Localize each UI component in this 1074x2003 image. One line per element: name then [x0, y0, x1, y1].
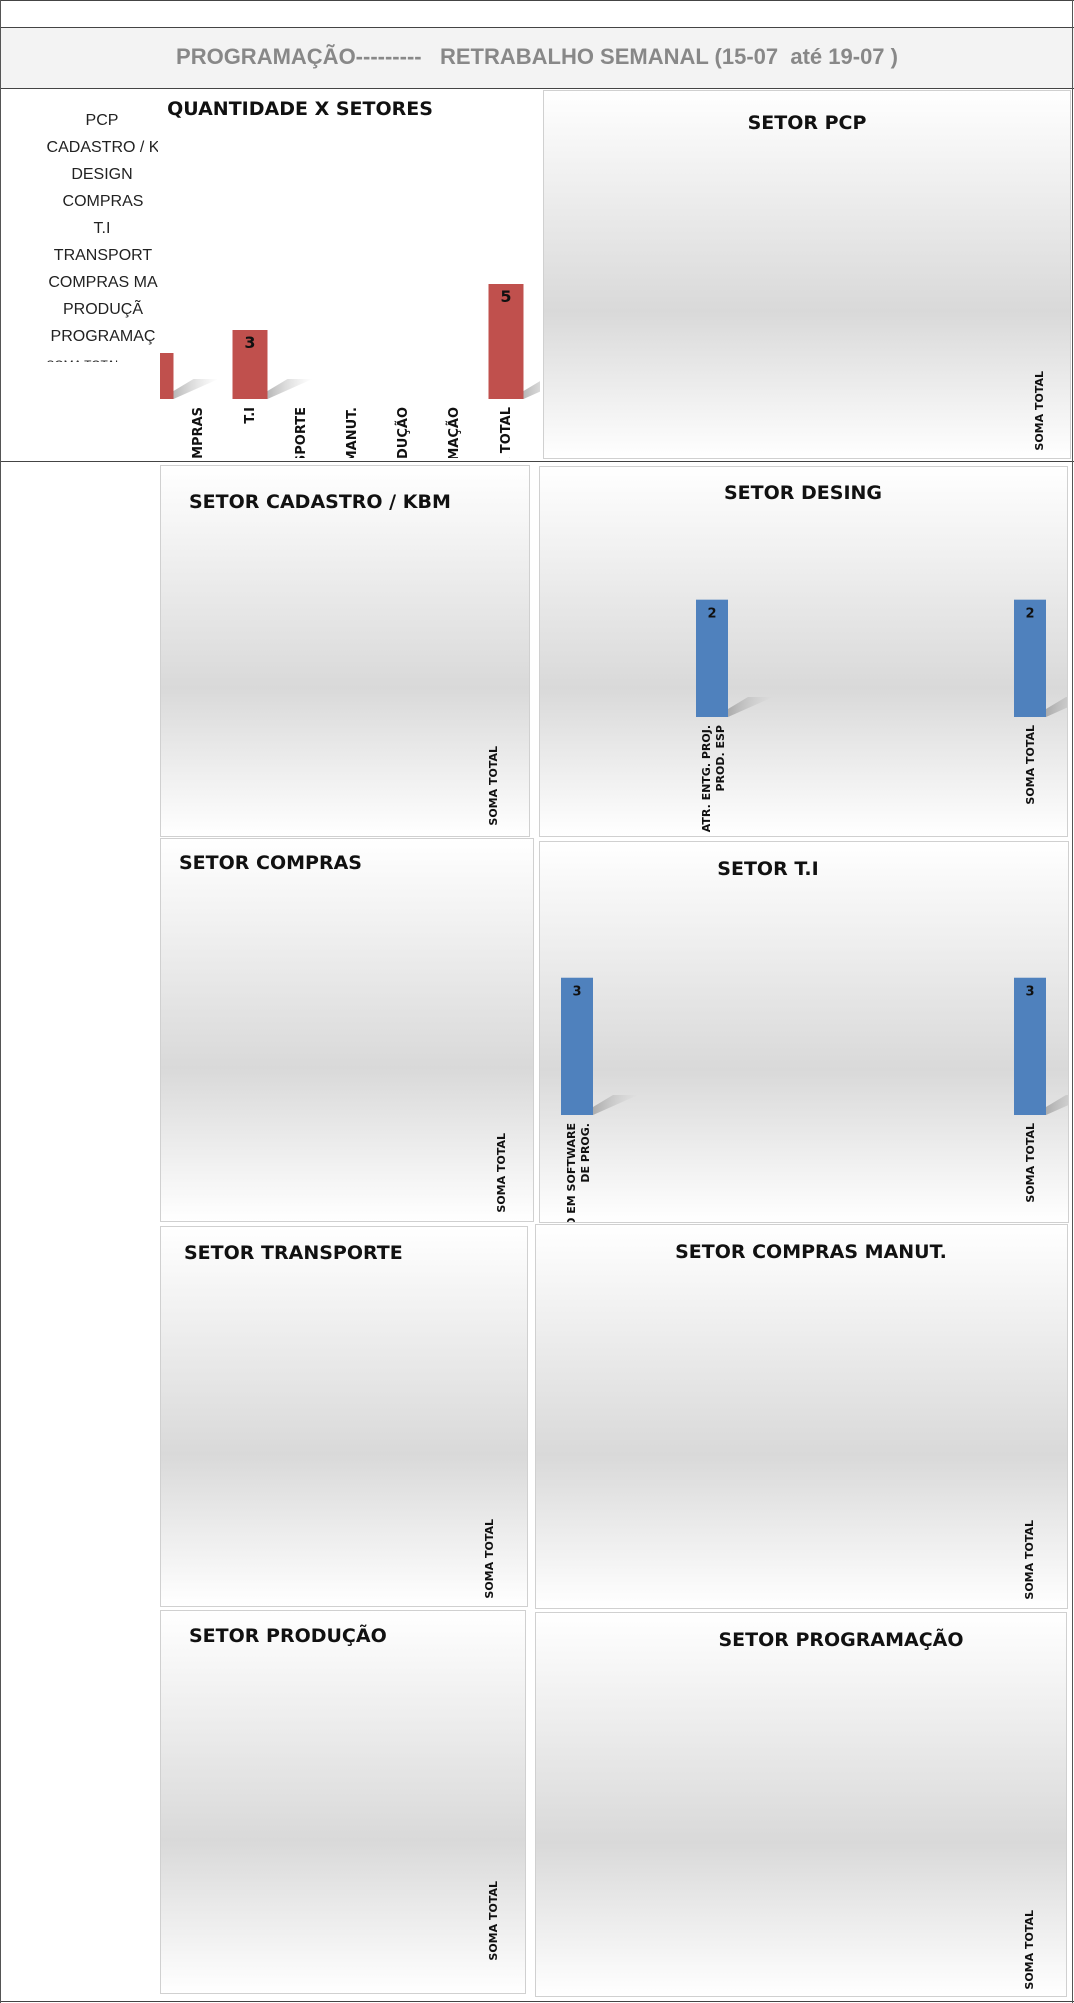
chart-setor-programacao: SETOR PROGRAMAÇÃO SOMA TOTAL [535, 1612, 1067, 1997]
chart-title: SETOR PROGRAMAÇÃO [718, 1627, 963, 1651]
category-label: SOMA TOTAL [1023, 1910, 1036, 1990]
chart-title: SETOR COMPRAS MANUT. [675, 1241, 947, 1263]
chart-setor-producao: SETOR PRODUÇÃO SOMA TOTAL [160, 1610, 526, 1994]
data-label: 2 [1025, 607, 1034, 622]
section-divider [0, 461, 1074, 462]
chart-title: QUANTIDADE X SETORES [167, 98, 433, 120]
category-label: SOMA TOTAL [1024, 1123, 1037, 1203]
top-border [0, 0, 1074, 1]
bar-corre-o-em-software-de-prog- [561, 977, 593, 1115]
chart-background [536, 1613, 1066, 1996]
chart-background [540, 842, 1068, 1222]
chart-svg: QUANTIDADE X SETORES COMPRAS 3 T.I TRANSPORT… [160, 90, 540, 458]
bar-t-i [232, 330, 268, 399]
chart-svg: SETOR PRODUÇÃO SOMA TOTAL [161, 1611, 525, 1993]
category-label: SOMA TOTAL [1023, 1520, 1036, 1600]
chart-background [160, 90, 540, 458]
sector-list-item: PRODUÇÃ [62, 301, 143, 318]
sector-list-item: PROGRAMAÇ [50, 328, 156, 345]
sector-list-item: SOMA TOTAL [0, 358, 158, 362]
chart-svg: SETOR PROGRAMAÇÃO SOMA TOTAL [536, 1613, 1066, 1996]
data-label: 3 [1025, 985, 1034, 1000]
bar-soma-total [1014, 599, 1046, 717]
category-label: TRANSPORTE [294, 407, 309, 458]
chart-background [540, 467, 1067, 836]
chart-setor-transporte: SETOR TRANSPORTE SOMA TOTAL [160, 1226, 528, 1607]
chart-svg: SETOR CADASTRO / KBM SOMA TOTAL [161, 466, 529, 836]
category-label: PROGRAMAÇÃO [446, 407, 462, 458]
category-label: SOMA TOTAL [1033, 371, 1046, 451]
bar-shadow [173, 379, 219, 399]
sector-list-item: TRANSPORT [53, 247, 153, 264]
bar-soma-total [1014, 977, 1046, 1115]
chart-background [544, 91, 1070, 458]
chart-svg: SETOR DESING 2 ATR. ENTG. PROJ.PROD. ESP 2 S… [540, 467, 1067, 836]
chart-quantidade-setores: QUANTIDADE X SETORES COMPRAS 3 T.I TRANSPORT… [160, 90, 540, 458]
category-label: SOMA TOTAL [487, 746, 500, 826]
chart-title: SETOR COMPRAS [179, 852, 362, 874]
chart-setor-compras: SETOR COMPRAS SOMA TOTAL [160, 838, 534, 1222]
chart-background [161, 839, 533, 1221]
category-label: SOMA TOTAL [1024, 725, 1037, 805]
chart-background [161, 1611, 525, 1993]
bar-soma-total [488, 284, 524, 399]
data-label: 5 [500, 287, 511, 306]
data-label: 2 [707, 607, 716, 622]
chart-svg: SETOR PCP SOMA TOTAL [544, 91, 1070, 458]
chart-title: SETOR TRANSPORTE [184, 1242, 403, 1264]
bar-shadow [728, 697, 773, 717]
chart-background [536, 1225, 1067, 1608]
category-label: SOMA TOTAL [499, 407, 514, 458]
chart-background [161, 1227, 527, 1606]
bar-atr-entg-proj-prod-esp [696, 599, 728, 717]
category-label: T.I [243, 407, 258, 424]
bar-shadow [523, 381, 540, 399]
category-label: SOMA TOTAL [483, 1519, 496, 1599]
chart-setor-cadastro: SETOR CADASTRO / KBM SOMA TOTAL [160, 465, 530, 837]
sector-list-item: CADASTRO / K [46, 139, 158, 156]
chart-title: SETOR PCP [748, 112, 867, 134]
category-label: ATR. ENTG. PROJ.PROD. ESP [700, 725, 727, 832]
chart-title: SETOR T.I [717, 858, 818, 880]
page-title: PROGRAMAÇÃO--------- RETRABALHO SEMANAL … [176, 44, 898, 69]
chart-svg: SETOR COMPRAS MANUT. SOMA TOTAL [536, 1225, 1067, 1608]
sector-list: PCP CADASTRO / K DESIGN COMPRAS T.I TRANSPORT… [0, 112, 158, 362]
bottom-border [0, 2001, 1074, 2002]
sector-list-item: T.I [93, 220, 111, 237]
chart-background [161, 466, 529, 836]
category-label: SOMA TOTAL [495, 1133, 508, 1213]
chart-title: SETOR PRODUÇÃO [189, 1623, 387, 1647]
chart-svg: SETOR COMPRAS SOMA TOTAL [161, 839, 533, 1221]
header-bar [0, 27, 1074, 89]
chart-svg: SETOR T.I 3 CORREÇÃO EM SOFTWAREDE PROG. 3 S… [540, 842, 1068, 1222]
category-label: COMPRAS [191, 407, 206, 458]
chart-svg: SETOR TRANSPORTE SOMA TOTAL [161, 1227, 527, 1606]
sector-list-item: PCP [85, 112, 119, 129]
chart-setor-pcp: SETOR PCP SOMA TOTAL [543, 90, 1071, 459]
chart-setor-compras-manut: SETOR COMPRAS MANUT. SOMA TOTAL [535, 1224, 1068, 1609]
sector-list-item: COMPRAS MA [48, 274, 158, 291]
sector-list-item: DESIGN [71, 166, 133, 183]
chart-setor-desing: SETOR DESING 2 ATR. ENTG. PROJ.PROD. ESP 2 S… [539, 466, 1068, 837]
category-label: COMPRAS MANUT. [345, 407, 360, 458]
bar-shadow [593, 1095, 638, 1115]
data-label: 3 [244, 333, 255, 352]
bar-shadow [267, 379, 313, 399]
data-label: 3 [572, 985, 581, 1000]
right-border [1072, 0, 1073, 2003]
category-label: CORREÇÃO EM SOFTWAREDE PROG. [565, 1123, 592, 1222]
bar-shadow [1046, 1095, 1068, 1115]
bar-partial [160, 353, 174, 399]
chart-setor-ti: SETOR T.I 3 CORREÇÃO EM SOFTWAREDE PROG. 3 S… [539, 841, 1069, 1223]
bar-shadow [1046, 697, 1067, 717]
sector-list-item: COMPRAS [62, 193, 144, 210]
category-label: PRODUÇÃO [395, 407, 411, 458]
category-label: SOMA TOTAL [487, 1881, 500, 1961]
chart-title: SETOR DESING [724, 482, 882, 504]
left-border [0, 0, 1, 2003]
chart-title: SETOR CADASTRO / KBM [189, 491, 451, 513]
